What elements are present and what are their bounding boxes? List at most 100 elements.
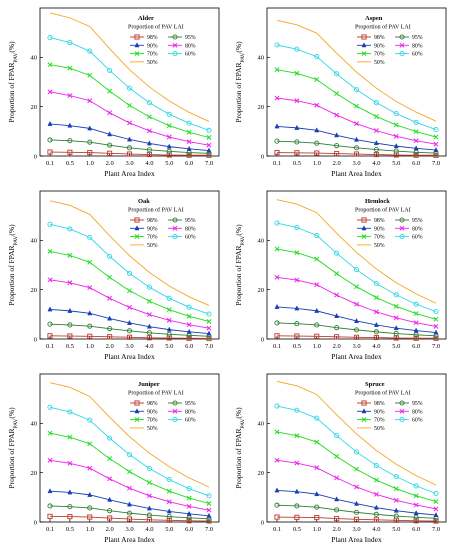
data-point: [314, 415, 320, 421]
legend-label: 70%: [147, 52, 158, 58]
series-line: [49, 515, 210, 522]
data-point: [186, 510, 192, 516]
legend-item-90-pct: 90%: [130, 408, 158, 415]
y-axis-title: Proportion of FPARPAV(%): [234, 407, 246, 489]
data-point: [126, 510, 133, 516]
data-point: [107, 315, 113, 321]
series-line: [276, 140, 437, 154]
chart-panel-spruce: 0 20 40 0.1 0.5 1.0 2.0 3.0 4.0 5.0 6.0 7.0 Plant Ar…: [227, 366, 454, 549]
data-point: [413, 119, 419, 126]
data-point: [393, 325, 399, 331]
data-point: [314, 140, 320, 146]
series-70-pct: [47, 430, 212, 506]
series-98-pct: [274, 333, 439, 341]
data-point: [373, 329, 379, 335]
series-70-pct: [47, 248, 212, 324]
x-tick-label: 4.0: [145, 160, 153, 167]
data-point: [274, 220, 280, 226]
legend-label: 80%: [185, 226, 196, 232]
x-tick-label: 5.0: [392, 526, 400, 533]
legend-item-80-pct: 80%: [168, 408, 196, 415]
legend-item-60-pct: 60%: [168, 417, 196, 424]
data-point: [206, 311, 212, 317]
data-point: [413, 129, 419, 135]
data-point: [107, 142, 113, 148]
data-point: [393, 486, 399, 492]
data-point: [107, 274, 113, 280]
data-point: [166, 335, 172, 341]
series-line: [276, 504, 437, 519]
data-point: [126, 151, 133, 157]
data-point: [433, 127, 439, 133]
data-point: [107, 253, 113, 259]
legend-marker: [134, 34, 140, 40]
data-point: [433, 506, 439, 512]
series-70-pct: [274, 246, 439, 322]
x-tick-label: 0.5: [293, 343, 301, 350]
data-point: [373, 147, 379, 153]
data-point: [47, 62, 53, 68]
data-point: [206, 507, 212, 513]
data-point: [373, 517, 379, 523]
series-60-pct: [274, 42, 439, 133]
x-axis-title: Plant Area Index: [104, 535, 155, 544]
data-point: [47, 513, 53, 519]
y-tick-label: 20: [258, 470, 265, 477]
data-point: [373, 114, 379, 119]
data-point: [146, 128, 152, 134]
data-point: [166, 123, 172, 129]
legend-marker: [172, 42, 178, 48]
series-98-pct: [47, 333, 212, 342]
data-point: [413, 493, 419, 499]
data-point: [353, 327, 360, 333]
data-point: [87, 323, 93, 329]
legend-label: 80%: [185, 409, 196, 415]
legend-label: 95%: [185, 401, 196, 407]
data-point: [353, 516, 360, 522]
data-point: [393, 111, 399, 117]
data-point: [146, 298, 152, 304]
legend-label: 95%: [412, 401, 423, 407]
data-point: [334, 292, 340, 298]
data-point: [274, 403, 280, 409]
legend-item-98-pct: 98%: [357, 34, 385, 41]
data-point: [274, 487, 280, 493]
legend-label: 90%: [147, 226, 158, 232]
data-point: [166, 152, 172, 158]
x-tick-label: 4.0: [372, 343, 380, 350]
data-point: [334, 143, 340, 149]
data-point: [146, 114, 152, 120]
x-tick-label: 3.0: [125, 160, 133, 167]
x-tick-label: 7.0: [432, 160, 440, 167]
legend-marker: [361, 217, 367, 223]
legend-item-98-pct: 98%: [130, 34, 158, 41]
data-point: [334, 71, 340, 77]
data-point: [373, 151, 379, 158]
legend-marker: [361, 408, 367, 414]
chart-svg: 0 20 40 0.1 0.5 1.0 2.0 3.0 4.0 5.0 6.0 7.0 Plant Ar…: [7, 190, 220, 361]
data-point: [354, 301, 359, 307]
series-line: [276, 405, 437, 494]
chart-panel-alder: 0 20 40 0.1 0.5 1.0 2.0 3.0 4.0 5.0 6.0 7.0 Plant Ar…: [0, 0, 227, 183]
data-point: [67, 149, 73, 155]
legend-item-50-pct: 50%: [130, 426, 158, 432]
x-tick-label: 4.0: [145, 526, 153, 533]
data-point: [413, 510, 419, 516]
legend-marker: [172, 417, 178, 423]
data-point: [353, 87, 360, 93]
data-point: [67, 322, 73, 328]
data-point: [413, 332, 419, 338]
data-point: [126, 85, 133, 91]
data-point: [47, 35, 53, 41]
panel-title: Juniper: [138, 381, 160, 388]
data-point: [146, 505, 152, 511]
data-point: [314, 282, 320, 288]
data-point: [126, 136, 133, 142]
data-point: [206, 135, 212, 140]
legend-marker: [399, 234, 405, 240]
legend-item-60-pct: 60%: [395, 234, 423, 241]
legend-item-70-pct: 70%: [130, 234, 158, 241]
data-point: [186, 335, 192, 341]
data-point: [126, 501, 133, 507]
series-line: [49, 505, 210, 520]
